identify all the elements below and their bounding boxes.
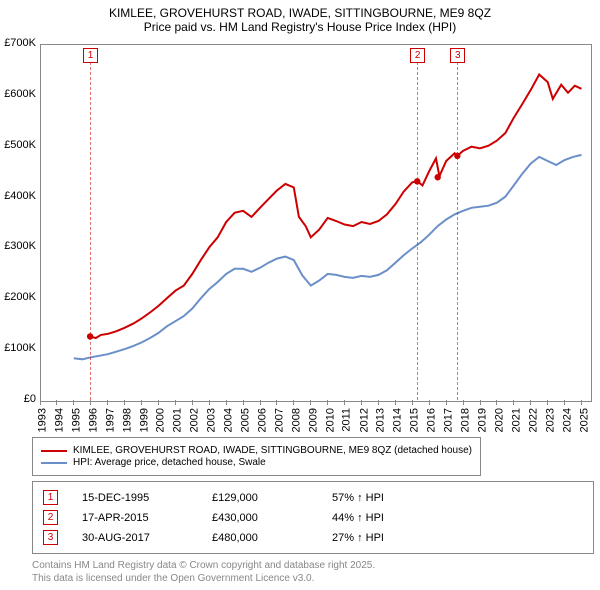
table-row: 1 15-DEC-1995 £129,000 57% ↑ HPI bbox=[43, 490, 583, 505]
legend-row: HPI: Average price, detached house, Swal… bbox=[41, 457, 472, 468]
table-row: 3 30-AUG-2017 £480,000 27% ↑ HPI bbox=[43, 530, 583, 545]
footer-line-2: This data is licensed under the Open Gov… bbox=[32, 573, 375, 586]
sale-price: £480,000 bbox=[212, 532, 332, 544]
sale-hpi: 57% ↑ HPI bbox=[332, 492, 384, 504]
sale-price: £129,000 bbox=[212, 492, 332, 504]
sale-hpi: 44% ↑ HPI bbox=[332, 512, 384, 524]
legend-swatch bbox=[41, 462, 67, 464]
sale-date: 17-APR-2015 bbox=[82, 512, 212, 524]
sale-marker-1: 1 bbox=[43, 490, 58, 505]
legend-row: KIMLEE, GROVEHURST ROAD, IWADE, SITTINGB… bbox=[41, 445, 472, 456]
chart-legend: KIMLEE, GROVEHURST ROAD, IWADE, SITTINGB… bbox=[32, 437, 481, 476]
footer-line-1: Contains HM Land Registry data © Crown c… bbox=[32, 560, 375, 573]
sale-hpi: 27% ↑ HPI bbox=[332, 532, 384, 544]
sale-price: £430,000 bbox=[212, 512, 332, 524]
legend-swatch bbox=[41, 450, 67, 452]
chart-marker: 3 bbox=[450, 48, 465, 63]
sale-date: 15-DEC-1995 bbox=[82, 492, 212, 504]
sales-table: 1 15-DEC-1995 £129,000 57% ↑ HPI 2 17-AP… bbox=[32, 481, 594, 554]
legend-label: KIMLEE, GROVEHURST ROAD, IWADE, SITTINGB… bbox=[73, 445, 472, 456]
sale-marker-3: 3 bbox=[43, 530, 58, 545]
chart-marker: 1 bbox=[83, 48, 98, 63]
sale-marker-2: 2 bbox=[43, 510, 58, 525]
chart-marker: 2 bbox=[410, 48, 425, 63]
sale-date: 30-AUG-2017 bbox=[82, 532, 212, 544]
table-row: 2 17-APR-2015 £430,000 44% ↑ HPI bbox=[43, 510, 583, 525]
legend-label: HPI: Average price, detached house, Swal… bbox=[73, 457, 266, 468]
attribution-footer: Contains HM Land Registry data © Crown c… bbox=[32, 560, 375, 585]
